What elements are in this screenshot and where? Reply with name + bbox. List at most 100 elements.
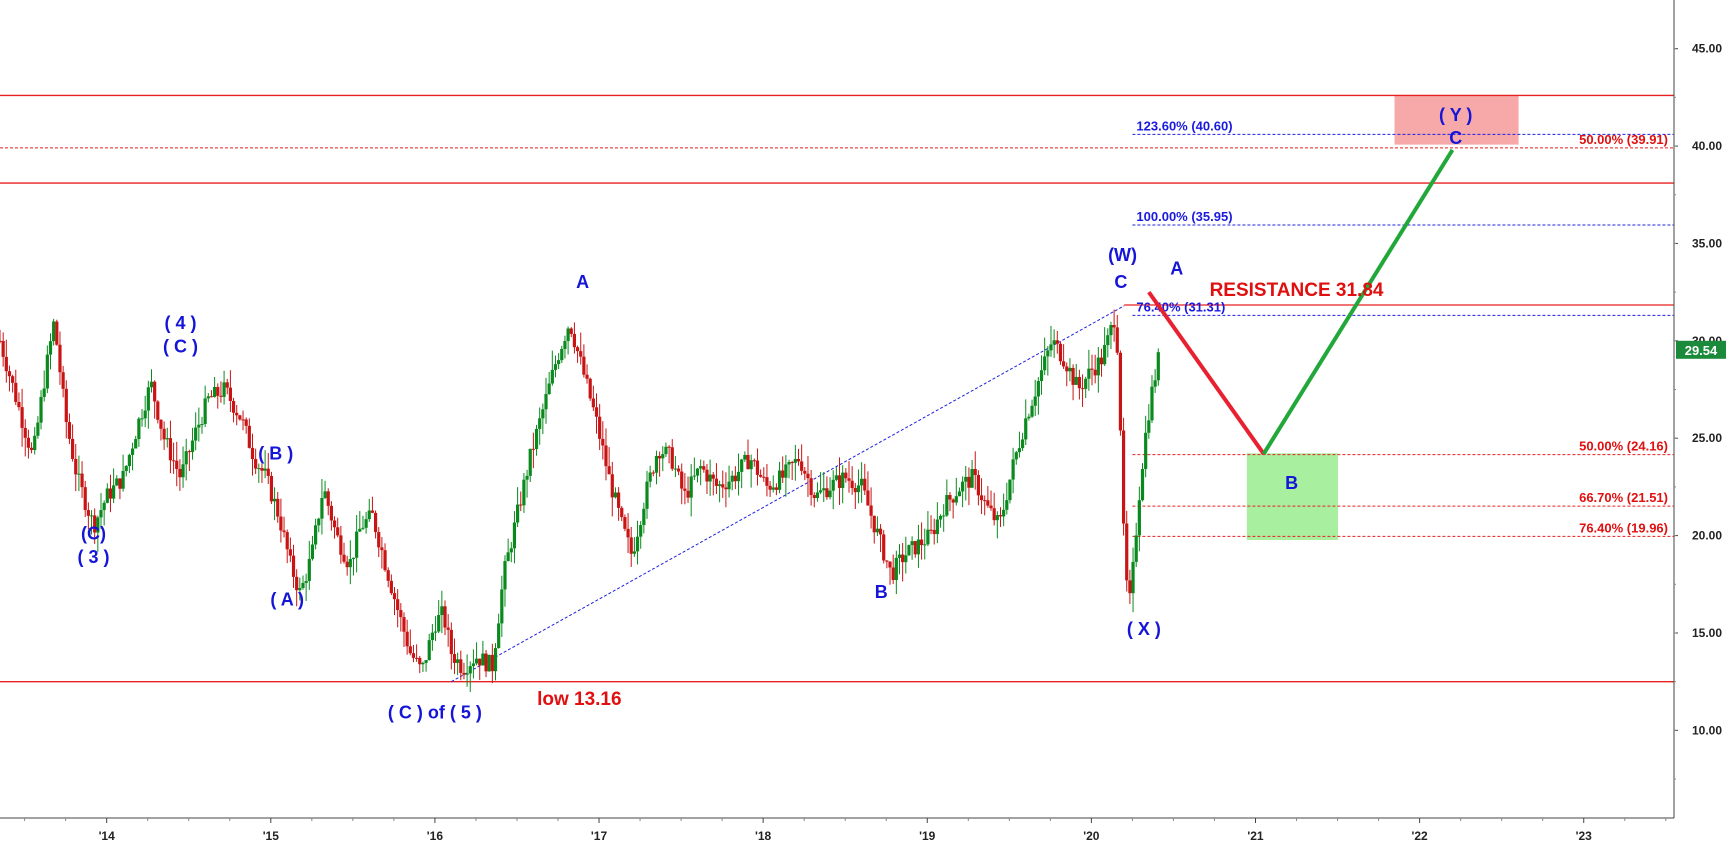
horizontal-levels <box>0 94 1674 683</box>
fib-level-label: 76.40% (31.31) <box>1136 299 1225 314</box>
candle-body <box>522 479 526 506</box>
projection-paths <box>1147 148 1455 455</box>
candle-body <box>1043 356 1047 371</box>
candle-body <box>247 425 251 448</box>
candle-body <box>784 464 788 478</box>
candle-body <box>929 529 933 531</box>
candle-body <box>1065 366 1069 372</box>
candle-body <box>291 555 296 577</box>
x-tick-label: '22 <box>1412 829 1429 843</box>
candle-body <box>563 341 567 350</box>
candle-body <box>749 460 753 470</box>
candle-body <box>323 491 327 499</box>
candle-body <box>860 478 864 486</box>
wave-label: ( 4 ) <box>165 313 197 333</box>
candle-body <box>1140 468 1145 501</box>
chart-annotation: RESISTANCE 31.84 <box>1210 280 1384 301</box>
candle-body <box>345 561 349 568</box>
candle-body <box>209 396 214 398</box>
candle-body <box>964 476 968 482</box>
wave-label: ( A ) <box>270 590 304 610</box>
candle-body <box>569 328 573 334</box>
candle-body <box>736 471 741 482</box>
candle-body <box>399 610 403 618</box>
wave-label: ( B ) <box>258 444 293 464</box>
candle-body <box>74 458 78 475</box>
candle-body <box>279 516 283 531</box>
candle-body <box>610 474 614 498</box>
candle-body <box>787 462 791 465</box>
x-tick-label: '20 <box>1083 829 1100 843</box>
candle-body <box>339 535 343 555</box>
candle-body <box>708 474 712 482</box>
candle-body <box>225 382 229 388</box>
candle-body <box>613 492 618 498</box>
candle-body <box>39 396 43 423</box>
candle-body <box>355 531 359 558</box>
candle-body <box>850 480 854 489</box>
candle-body <box>777 470 782 490</box>
candle-body <box>282 530 286 533</box>
candle-body <box>686 490 690 498</box>
candle-body <box>531 448 535 450</box>
candle-body <box>197 424 201 428</box>
candle-body <box>724 487 728 490</box>
candle-body <box>541 409 545 419</box>
candle-body <box>566 328 570 342</box>
candle-body <box>973 469 977 476</box>
candle-body <box>986 500 990 506</box>
candle-body <box>86 510 90 516</box>
candle-body <box>1128 580 1132 594</box>
wave-label: (C) <box>81 523 106 543</box>
candle-body <box>493 648 498 672</box>
candle-body <box>806 473 810 479</box>
candle-body <box>875 528 879 533</box>
candle-body <box>651 472 655 474</box>
last-price-label: 29.54 <box>1685 343 1718 358</box>
candle-body <box>130 448 135 455</box>
candle-body <box>869 505 873 516</box>
candle-body <box>67 422 72 439</box>
wave-label: C <box>1114 272 1127 292</box>
x-tick-label: '19 <box>919 829 936 843</box>
x-tick-label: '18 <box>755 829 772 843</box>
candle-body <box>386 570 390 581</box>
candle-body <box>913 541 917 555</box>
candle-body <box>809 478 813 496</box>
candle-body <box>4 356 8 372</box>
candle-body <box>392 593 397 600</box>
candle-body <box>171 460 176 462</box>
candle-body <box>658 455 662 459</box>
candle-body <box>629 537 633 554</box>
candle-body <box>108 488 113 499</box>
candle-body <box>77 473 81 475</box>
candle-body <box>127 454 132 467</box>
candle-body <box>689 476 693 498</box>
candle-body <box>768 485 772 490</box>
wave-label: B <box>875 582 888 602</box>
candle-body <box>1147 420 1151 433</box>
candle-body <box>774 487 779 490</box>
candle-body <box>137 418 141 440</box>
candle-body <box>762 476 766 478</box>
candle-body <box>402 617 406 632</box>
candle-body <box>1156 352 1160 381</box>
candle-body <box>228 387 232 401</box>
candle-body <box>307 558 311 582</box>
candle-body <box>408 646 412 654</box>
candle-body <box>304 581 308 583</box>
candle-body <box>1103 345 1107 365</box>
candle-body <box>844 472 848 479</box>
candle-body <box>882 534 886 561</box>
candle-body <box>348 559 352 568</box>
wave-label: B <box>1285 473 1298 493</box>
trend-line <box>451 305 1125 683</box>
candle-body <box>648 472 652 482</box>
candle-body <box>506 552 510 562</box>
candle-body <box>1084 378 1088 389</box>
candle-body <box>124 466 128 471</box>
candle-body <box>465 673 469 675</box>
candle-body <box>800 461 804 471</box>
candle-body <box>995 515 999 521</box>
